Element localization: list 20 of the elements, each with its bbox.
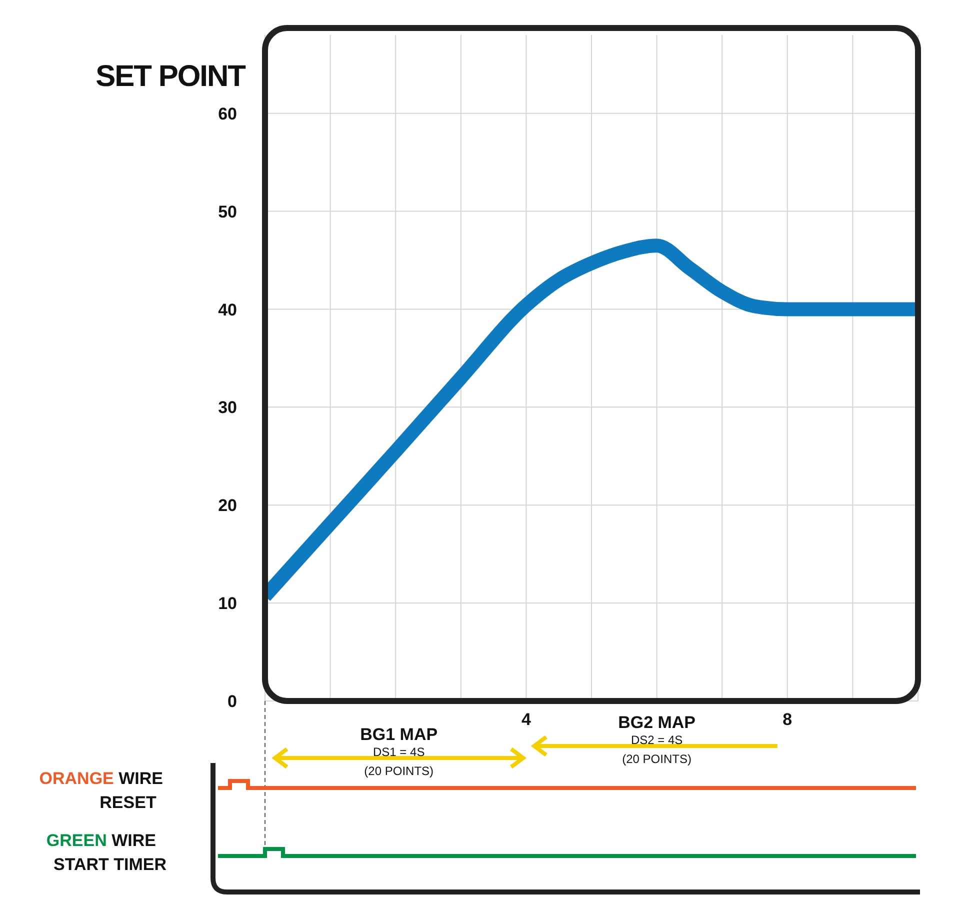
- y-tick-label: 10: [218, 594, 237, 614]
- text: (20 POINTS): [364, 764, 434, 778]
- x-tick-label: 4: [521, 710, 532, 730]
- y-tick-label: 40: [218, 300, 237, 320]
- y-axis-title: SET POINT: [96, 60, 246, 93]
- text: BG1 MAP: [360, 725, 438, 744]
- x-tick-label: 8: [782, 710, 792, 730]
- text: DS2 = 4S: [630, 733, 683, 747]
- y-tick-label: 60: [218, 104, 237, 124]
- text: GREEN WIRE: [46, 831, 156, 850]
- y-tick-label: 30: [218, 398, 237, 418]
- y-tick-label: 20: [218, 496, 237, 516]
- text: (20 POINTS): [622, 752, 692, 766]
- text: START TIMER: [53, 855, 167, 874]
- y-tick-label: 50: [218, 202, 237, 222]
- text: BG2 MAP: [618, 713, 696, 732]
- text: ORANGE WIRE: [39, 769, 163, 788]
- y-tick-label: 0: [228, 692, 237, 712]
- text: RESET: [100, 793, 157, 812]
- text: DS1 = 4S: [373, 745, 425, 759]
